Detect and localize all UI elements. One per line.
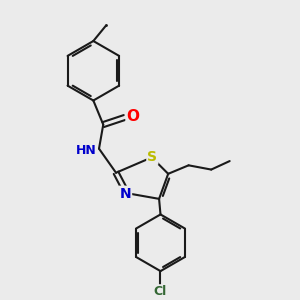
Text: S: S <box>147 150 157 164</box>
Text: HN: HN <box>76 144 97 157</box>
Text: Cl: Cl <box>154 285 167 298</box>
Text: O: O <box>127 109 140 124</box>
Text: N: N <box>119 187 131 201</box>
